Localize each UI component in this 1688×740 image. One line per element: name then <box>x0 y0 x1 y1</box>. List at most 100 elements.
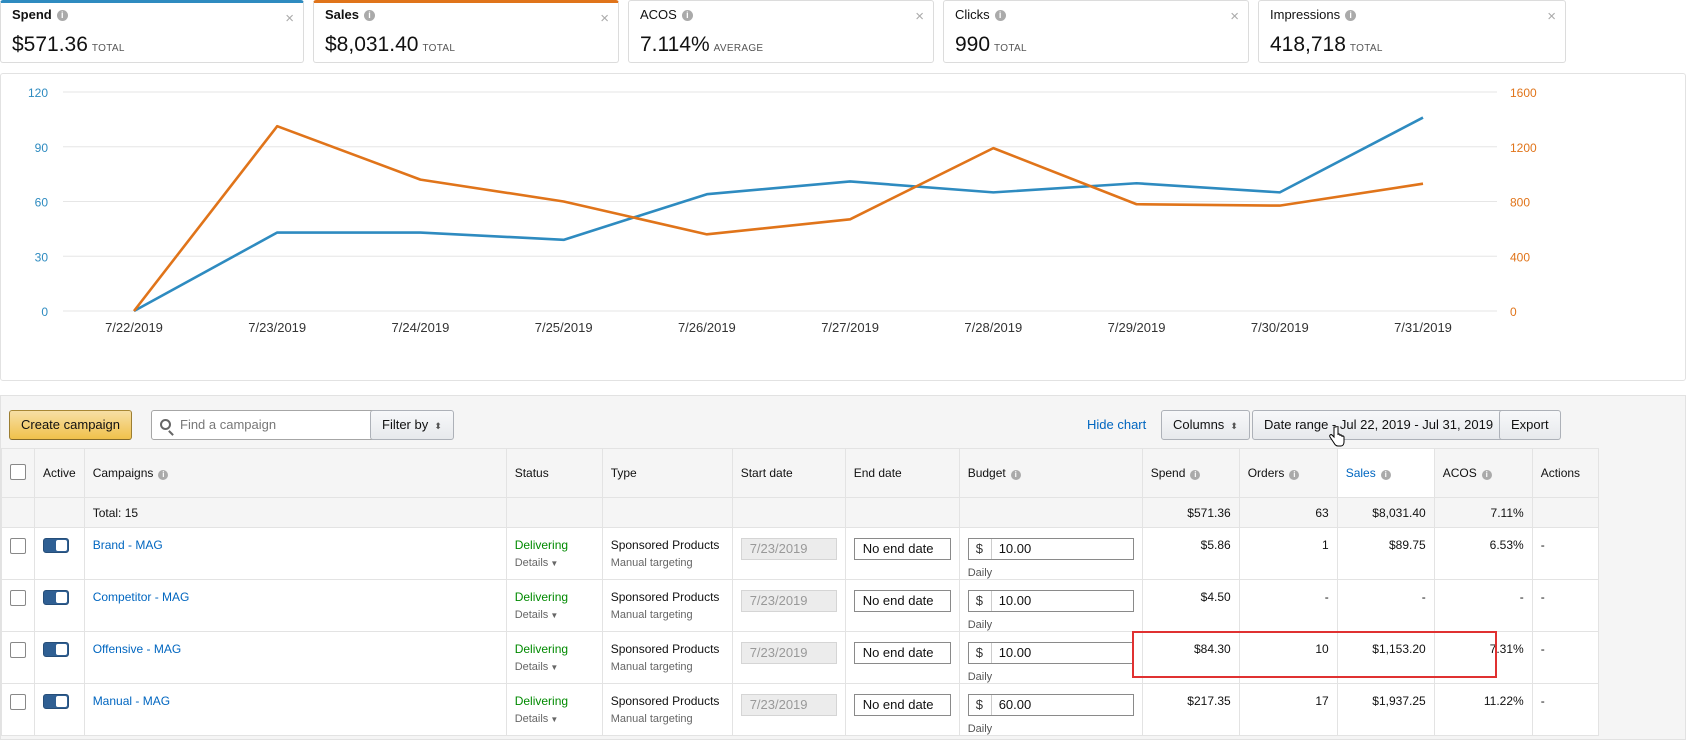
active-toggle[interactable] <box>43 642 69 657</box>
row-orders: 10 <box>1238 631 1338 684</box>
metric-card-acos[interactable]: ACOS i × 7.114% AVERAGE <box>628 0 934 63</box>
col-end-date[interactable]: End date <box>844 448 960 498</box>
row-budget-cell: $10.00 Daily <box>958 631 1143 684</box>
metric-card-sales[interactable]: Sales i × $8,031.40 TOTAL <box>313 0 619 63</box>
col-start-date[interactable]: Start date <box>731 448 846 498</box>
campaign-name-link[interactable]: Manual - MAG <box>92 694 171 708</box>
targeting-type: Manual targeting <box>610 557 693 569</box>
col-spend[interactable]: Spend i <box>1141 448 1240 498</box>
filter-button[interactable]: Filter by ⬍ <box>370 410 454 440</box>
close-icon[interactable]: × <box>600 10 609 27</box>
info-icon[interactable]: i <box>1481 470 1492 480</box>
info-icon[interactable]: i <box>56 10 68 21</box>
info-icon[interactable]: i <box>1380 470 1391 480</box>
info-icon[interactable]: i <box>1345 10 1357 21</box>
row-checkbox[interactable] <box>10 538 26 554</box>
date-range-button[interactable]: Date range - Jul 22, 2019 - Jul 31, 2019 <box>1252 410 1506 440</box>
y-right-tick-label: 1200 <box>1510 141 1537 155</box>
hide-chart-link[interactable]: Hide chart <box>1087 417 1147 432</box>
end-date-field[interactable]: No end date <box>853 590 951 612</box>
row-select-cell <box>1 527 35 580</box>
row-active-cell <box>34 527 85 580</box>
campaign-type: Sponsored Products <box>610 590 720 604</box>
end-date-field[interactable]: No end date <box>853 538 951 560</box>
col-budget[interactable]: Budget i <box>958 448 1143 498</box>
col-status[interactable]: Status <box>505 448 603 498</box>
info-icon[interactable]: i <box>363 10 375 21</box>
close-icon[interactable]: × <box>1547 8 1556 25</box>
details-dropdown[interactable]: Details ▼ <box>514 661 559 673</box>
x-tick-label: 7/30/2019 <box>1251 320 1309 335</box>
row-acos: 7.31% <box>1433 631 1533 684</box>
active-toggle[interactable] <box>43 538 69 553</box>
metric-card-impressions[interactable]: Impressions i × 418,718 TOTAL <box>1258 0 1566 63</box>
columns-button[interactable]: Columns ⬍ <box>1161 410 1250 440</box>
row-sales: $1,153.20 <box>1336 631 1435 684</box>
info-icon[interactable]: i <box>994 10 1006 21</box>
info-icon[interactable]: i <box>1190 470 1201 480</box>
col-acos[interactable]: ACOS i <box>1433 448 1533 498</box>
details-dropdown[interactable]: Details ▼ <box>514 557 559 569</box>
row-acos: 6.53% <box>1433 527 1533 580</box>
row-campaign-cell: Competitor - MAG <box>83 579 507 632</box>
table-header-row: Active Campaigns i Status Type Start date… <box>1 448 1599 498</box>
campaign-name-link[interactable]: Brand - MAG <box>92 538 163 552</box>
row-checkbox[interactable] <box>10 642 26 658</box>
row-actions[interactable]: - <box>1531 683 1599 736</box>
active-toggle[interactable] <box>43 694 69 709</box>
x-tick-label: 7/25/2019 <box>535 320 593 335</box>
row-status-cell: Delivering Details ▼ <box>505 631 603 684</box>
col-type[interactable]: Type <box>601 448 733 498</box>
table-row[interactable]: Offensive - MAG Delivering Details ▼ Sponsor… <box>1 631 1599 684</box>
info-icon[interactable]: i <box>681 10 693 21</box>
create-campaign-button[interactable]: Create campaign <box>9 410 132 440</box>
row-actions[interactable]: - <box>1531 527 1599 580</box>
info-icon[interactable]: i <box>158 470 169 480</box>
metric-card-clicks[interactable]: Clicks i × 990 TOTAL <box>943 0 1249 63</box>
budget-input[interactable]: $60.00 <box>967 694 1134 716</box>
select-all-checkbox[interactable] <box>10 463 26 480</box>
details-dropdown[interactable]: Details ▼ <box>514 609 559 621</box>
metric-card-spend[interactable]: Spend i × $571.36 TOTAL <box>0 0 304 63</box>
row-spend: $5.86 <box>1141 527 1240 580</box>
y-right-tick-label: 400 <box>1510 250 1530 264</box>
row-select-cell <box>1 683 35 736</box>
row-actions[interactable]: - <box>1531 631 1599 684</box>
close-icon[interactable]: × <box>285 10 294 27</box>
budget-value: 10.00 <box>998 593 1032 608</box>
x-tick-label: 7/24/2019 <box>392 320 450 335</box>
row-active-cell <box>34 631 85 684</box>
budget-input[interactable]: $10.00 <box>967 538 1134 560</box>
row-spend: $84.30 <box>1141 631 1240 684</box>
budget-period: Daily <box>967 671 993 683</box>
table-row[interactable]: Manual - MAG Delivering Details ▼ Sponsored … <box>1 683 1599 736</box>
row-status-cell: Delivering Details ▼ <box>505 683 603 736</box>
info-icon[interactable]: i <box>1010 470 1021 480</box>
budget-input[interactable]: $10.00 <box>967 642 1134 664</box>
export-button[interactable]: Export <box>1499 410 1561 440</box>
campaign-name-link[interactable]: Offensive - MAG <box>92 642 182 656</box>
col-sales[interactable]: Sales i <box>1336 448 1435 498</box>
end-date-field[interactable]: No end date <box>853 694 951 716</box>
campaign-name-link[interactable]: Competitor - MAG <box>92 590 190 604</box>
col-orders[interactable]: Orders i <box>1238 448 1338 498</box>
search-placeholder: Find a campaign <box>180 417 277 432</box>
budget-input[interactable]: $10.00 <box>967 590 1134 612</box>
col-campaigns[interactable]: Campaigns i <box>83 448 507 498</box>
close-icon[interactable]: × <box>915 8 924 25</box>
currency-symbol: $ <box>975 697 983 712</box>
info-icon[interactable]: i <box>1289 470 1300 480</box>
row-actions[interactable]: - <box>1531 579 1599 632</box>
active-toggle[interactable] <box>43 590 69 605</box>
row-budget-cell: $10.00 Daily <box>958 527 1143 580</box>
y-right-tick-label: 0 <box>1510 305 1517 319</box>
close-icon[interactable]: × <box>1230 8 1239 25</box>
total-orders: 63 <box>1238 497 1338 528</box>
end-date-field[interactable]: No end date <box>853 642 951 664</box>
row-checkbox[interactable] <box>10 694 26 710</box>
search-input[interactable]: Find a campaign <box>151 410 387 440</box>
details-dropdown[interactable]: Details ▼ <box>514 713 559 725</box>
row-checkbox[interactable] <box>10 590 26 606</box>
table-row[interactable]: Brand - MAG Delivering Details ▼ Sponsored P… <box>1 527 1599 580</box>
table-row[interactable]: Competitor - MAG Delivering Details ▼ Sponso… <box>1 579 1599 632</box>
